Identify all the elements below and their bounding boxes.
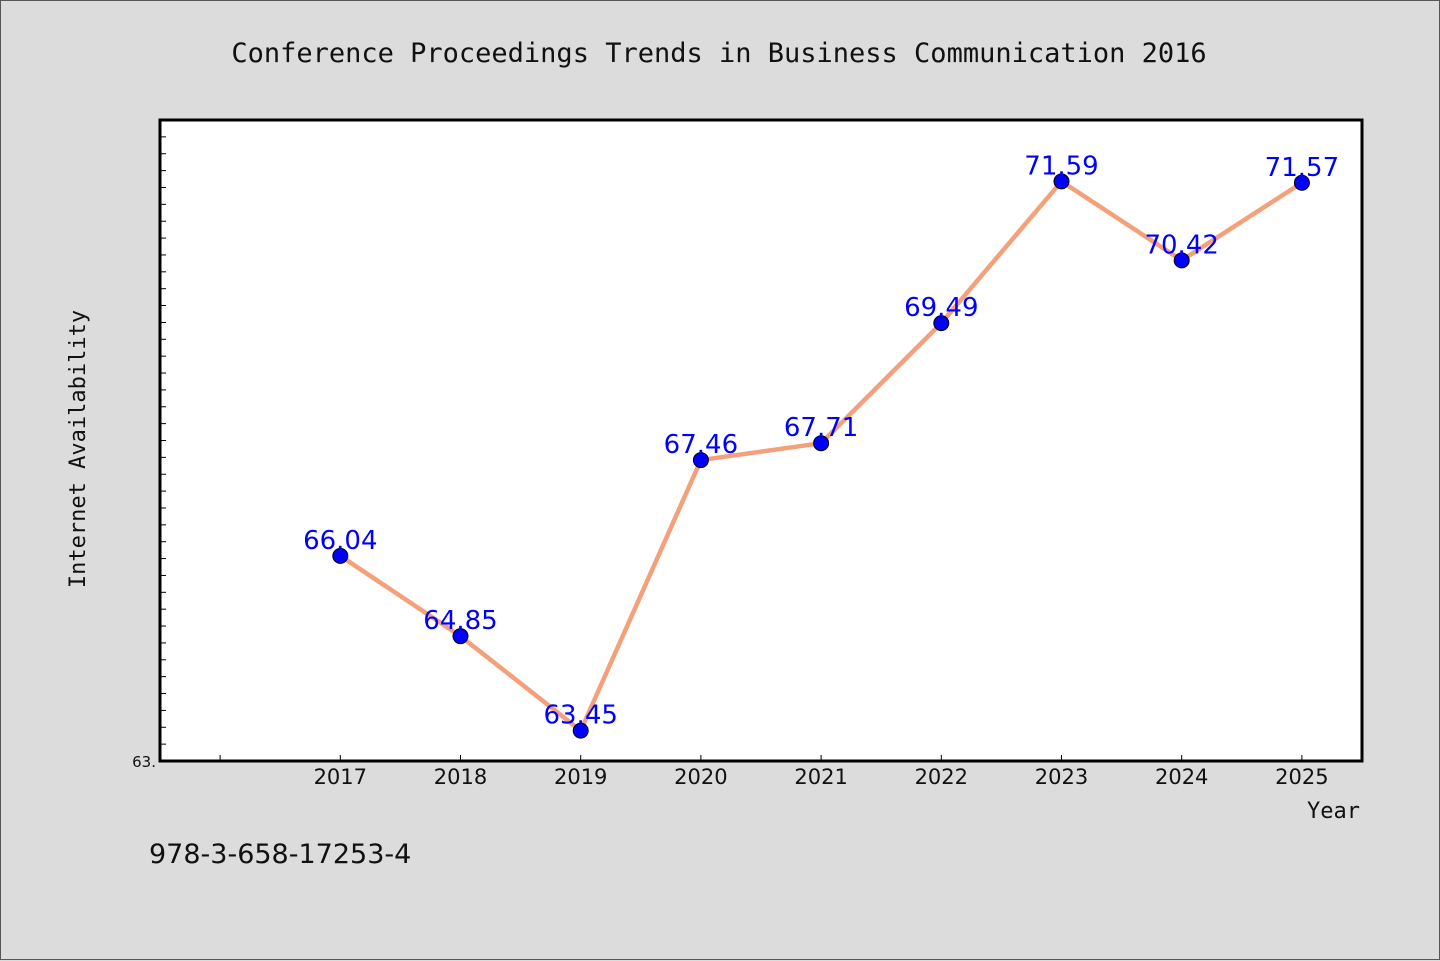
data-point-label: 71.59 xyxy=(1024,151,1098,181)
x-tick-label: 2025 xyxy=(1275,765,1328,789)
x-axis-ticks: 2017 2018 2019 2020 2021 2022 2023 2024 2025 xyxy=(219,755,1329,789)
data-point-label: 63.45 xyxy=(543,701,617,731)
data-point-label: 67.71 xyxy=(784,413,858,443)
data-point-marker xyxy=(1053,173,1070,190)
y-axis-title: Internet Availability xyxy=(66,310,91,588)
data-point-marker xyxy=(572,722,589,739)
data-point-marker xyxy=(933,315,950,332)
x-tick-label: 2017 xyxy=(314,765,367,789)
data-point-marker xyxy=(1293,174,1310,191)
data-point-marker xyxy=(1173,252,1190,269)
x-tick-label: 2020 xyxy=(674,765,727,789)
data-point-label: 69.49 xyxy=(904,293,978,323)
data-point-label: 67.46 xyxy=(664,430,738,460)
x-tick-label: 2019 xyxy=(554,765,607,789)
footnote-isbn: 978-3-658-17253-4 xyxy=(149,839,411,870)
x-tick-label: 2018 xyxy=(434,765,487,789)
data-point-marker xyxy=(692,452,709,469)
data-point-label: 64.85 xyxy=(423,606,497,636)
x-tick-label: 2023 xyxy=(1035,765,1088,789)
x-tick-label: 2021 xyxy=(794,765,847,789)
data-point-label: 66.04 xyxy=(303,526,377,556)
data-point-marker xyxy=(813,435,830,452)
data-point-label: 71.57 xyxy=(1265,153,1339,183)
series-line-group: 66.04 64.85 63.45 67.46 67.71 69.49 71.59 70.42… xyxy=(303,151,1339,739)
x-tick-label: 2022 xyxy=(915,765,968,789)
x-tick-label: 2024 xyxy=(1155,765,1208,789)
data-point-label: 70.42 xyxy=(1144,230,1218,260)
chart-title: Conference Proceedings Trends in Busines… xyxy=(231,38,1206,69)
data-point-marker xyxy=(452,628,469,645)
data-point-marker xyxy=(332,547,349,564)
x-axis-title: Year xyxy=(1307,799,1360,824)
plot-area xyxy=(158,118,1364,763)
y-tick-label: 63. xyxy=(132,753,156,771)
y-axis-ticks xyxy=(160,136,166,762)
